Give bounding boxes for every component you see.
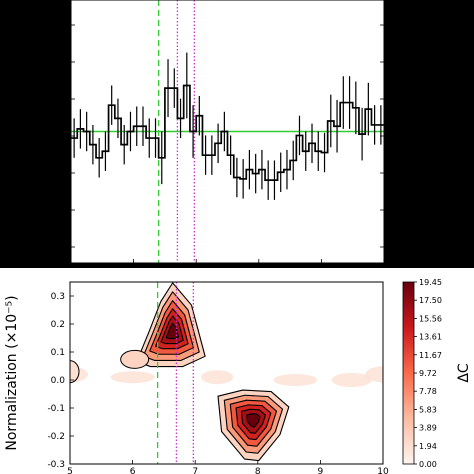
colorbar-label: ΔC (456, 363, 472, 383)
bottom-y-tick-label: -0.3 (47, 460, 65, 470)
bottom-heatmap-plot (70, 282, 383, 464)
bottom-y-axis-label: Normalization (×10⁻⁵) (4, 295, 20, 450)
colorbar-tick-label: 5.83 (419, 405, 437, 414)
colorbar-tick-label: 17.50 (419, 296, 442, 305)
bottom-x-tick-label: 5 (67, 467, 73, 474)
bottom-x-tick-label: 7 (192, 467, 198, 474)
colorbar-tick-label: 13.61 (419, 333, 442, 342)
colorbar (402, 281, 415, 465)
bottom-y-tick-label: 0.3 (51, 292, 65, 302)
colorbar-tick-label: 3.89 (419, 424, 437, 433)
bottom-x-tick-label: 6 (130, 467, 136, 474)
bottom-panel-frame (69, 281, 384, 465)
bottom-x-tick-label: 10 (377, 467, 389, 474)
contour-edge-lobe (70, 360, 80, 384)
contour-side-lobe (120, 349, 150, 369)
background-haze (331, 373, 372, 387)
bottom-y-tick-label: 0.2 (51, 320, 65, 330)
colorbar-tick-label: 9.72 (419, 369, 437, 378)
colorbar-tick-label: 15.56 (419, 314, 442, 323)
bottom-y-tick-label: -0.2 (47, 432, 65, 442)
colorbar-tick-label: 1.94 (419, 442, 437, 451)
colorbar-tick-label: 0.00 (419, 460, 437, 469)
bottom-y-tick-label: 0.0 (51, 376, 66, 386)
colorbar-tick-label: 7.78 (419, 387, 437, 396)
top-panel-frame (70, 0, 385, 264)
background-haze (365, 366, 383, 383)
colorbar-tick-label: 19.45 (419, 278, 442, 287)
bottom-axes: 5 6 7 8 9 10 0.3 0.2 0.1 0.0 -0.1 -0.2 -0.3 (47, 292, 389, 474)
background-haze (273, 374, 318, 386)
colorbar-ticks: 19.45 17.50 15.56 13.61 11.67 9.72 7.78 5.83 3.8… (414, 278, 442, 469)
contour-level-2-5 (246, 413, 261, 428)
colorbar-tick-label: 11.67 (419, 351, 442, 360)
top-spectrum-plot (70, 0, 385, 263)
background-haze (201, 370, 234, 385)
background-haze (110, 371, 155, 384)
bottom-x-tick-label: 8 (255, 467, 261, 474)
top-step-series (71, 84, 384, 182)
bottom-y-tick-label: 0.1 (51, 348, 65, 358)
bottom-y-tick-label: -0.1 (47, 404, 65, 414)
bottom-x-tick-label: 9 (318, 467, 324, 474)
contour-level-1-5 (165, 322, 180, 340)
